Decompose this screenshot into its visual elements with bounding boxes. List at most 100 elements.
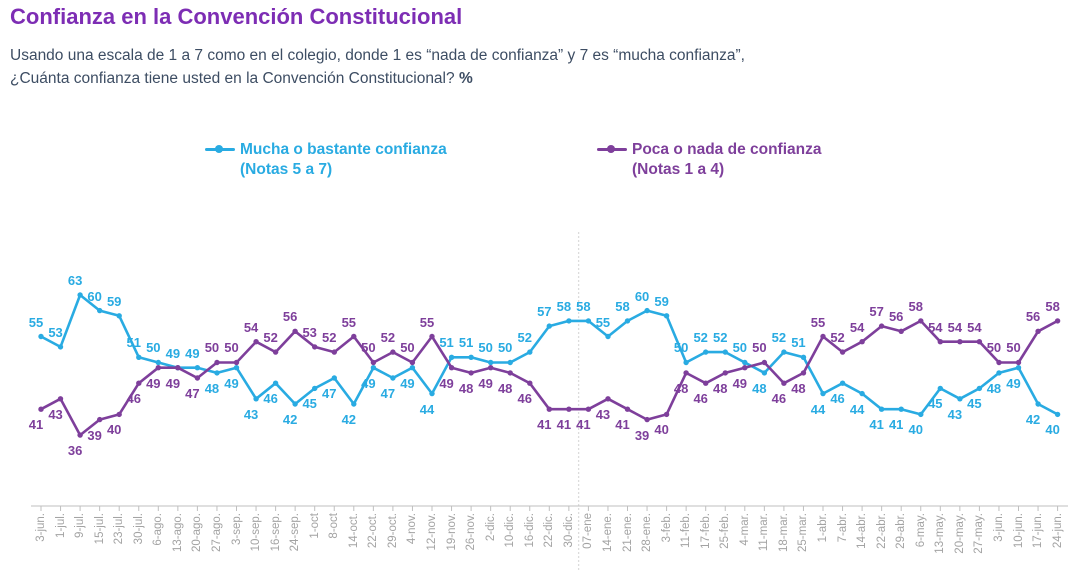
data-point <box>761 370 768 376</box>
data-point <box>253 396 259 402</box>
x-tick-label: 22-abr. <box>875 513 888 549</box>
x-tick-label: 14-oct. <box>347 513 360 549</box>
x-tick-label: 14-abr. <box>856 513 869 549</box>
data-label: 63 <box>67 273 83 288</box>
data-point <box>272 349 279 355</box>
data-label: 39 <box>634 427 650 443</box>
data-point <box>409 365 416 371</box>
data-label: 55 <box>28 314 44 330</box>
x-tick-label: 8-oct <box>328 513 341 539</box>
x-tick-label: 11-feb. <box>680 513 693 548</box>
survey-question-line1: Usando una escala de 1 a 7 como en el co… <box>10 47 745 64</box>
data-point <box>1054 318 1061 324</box>
x-tick-label: 30-jul. <box>132 513 145 545</box>
data-label: 48 <box>458 380 474 396</box>
x-tick-label: 12-nov. <box>426 513 438 551</box>
data-point <box>527 349 533 355</box>
data-label: 60 <box>87 288 102 304</box>
data-point <box>820 390 826 397</box>
data-point <box>663 313 670 319</box>
data-label: 46 <box>771 391 787 407</box>
data-point <box>957 339 963 345</box>
data-point <box>488 359 494 366</box>
x-tick-label: 23-jul. <box>113 513 126 545</box>
data-label: 50 <box>224 340 239 356</box>
data-label: 49 <box>478 375 493 391</box>
data-label: 48 <box>204 380 220 396</box>
data-label: 40 <box>106 422 122 438</box>
data-point <box>663 411 670 418</box>
data-label: 52 <box>322 330 337 346</box>
x-tick-label: 15-jul. <box>93 513 106 545</box>
data-point <box>507 359 513 366</box>
data-point <box>585 406 592 412</box>
data-label: 56 <box>888 309 904 325</box>
data-point <box>409 359 416 366</box>
legend-item-poca-confianza: Poca o nada de confianza (Notas 1 a 4) <box>597 140 822 180</box>
data-point <box>918 318 924 324</box>
data-label: 50 <box>1006 340 1021 356</box>
x-tick-label: 6-may. <box>914 513 927 548</box>
data-point <box>429 333 435 340</box>
data-label: 50 <box>752 340 767 356</box>
data-label: 43 <box>947 406 963 422</box>
data-label: 51 <box>126 335 141 351</box>
data-label: 55 <box>810 314 826 330</box>
data-point <box>1035 401 1041 407</box>
x-tick-label: 3-sep. <box>230 513 243 545</box>
data-point <box>331 375 337 381</box>
data-label: 46 <box>693 391 708 407</box>
data-label: 50 <box>400 340 415 356</box>
data-point <box>976 385 983 392</box>
data-label: 58 <box>1045 298 1060 314</box>
data-label: 51 <box>791 335 806 351</box>
data-label: 54 <box>967 319 982 335</box>
data-label: 49 <box>165 345 181 361</box>
legend-label: Mucha o bastante confianza (Notas 5 a 7) <box>240 140 447 180</box>
x-tick-label: 3-jun. <box>35 513 47 542</box>
data-point <box>292 328 298 334</box>
data-label: 49 <box>165 375 181 391</box>
data-point <box>468 354 474 360</box>
data-label: 50 <box>361 340 376 356</box>
x-tick-label: 28-ene. <box>641 513 654 553</box>
data-point <box>175 365 181 371</box>
data-label: 58 <box>576 298 591 314</box>
x-tick-label: 20-may. <box>953 513 966 554</box>
survey-question-line2: ¿Cuánta confianza tiene usted en la Conv… <box>10 70 455 87</box>
data-label: 50 <box>146 340 161 356</box>
data-label: 56 <box>282 309 298 325</box>
data-point <box>272 380 279 386</box>
data-point <box>292 401 298 407</box>
x-tick-label: 26-nov. <box>465 513 478 551</box>
survey-question: Usando una escala de 1 a 7 como en el co… <box>10 44 745 90</box>
data-label: 57 <box>537 304 552 320</box>
data-label: 55 <box>595 314 611 330</box>
x-tick-label: 13-may. <box>934 513 947 554</box>
data-label: 54 <box>849 319 865 335</box>
data-point <box>644 416 650 423</box>
data-point <box>194 375 201 381</box>
x-tick-label: 1-oct <box>308 513 321 539</box>
data-label: 40 <box>908 422 923 438</box>
data-point <box>507 370 513 376</box>
data-point <box>527 380 533 386</box>
x-tick-label: 24-jun. <box>1051 513 1064 549</box>
data-label: 41 <box>615 417 630 433</box>
data-point <box>703 380 709 386</box>
data-point <box>312 344 318 350</box>
data-point <box>214 359 220 366</box>
data-label: 46 <box>126 391 141 407</box>
data-point <box>624 318 631 324</box>
data-label: 44 <box>419 401 435 417</box>
data-label: 60 <box>634 288 650 304</box>
data-label: 49 <box>1006 375 1021 391</box>
data-point <box>546 323 552 329</box>
x-tick-label: 1-jul. <box>54 513 67 538</box>
data-label: 47 <box>185 386 200 402</box>
data-label: 47 <box>322 386 337 402</box>
data-point <box>77 292 83 298</box>
data-point <box>38 406 44 412</box>
data-point <box>996 359 1002 366</box>
